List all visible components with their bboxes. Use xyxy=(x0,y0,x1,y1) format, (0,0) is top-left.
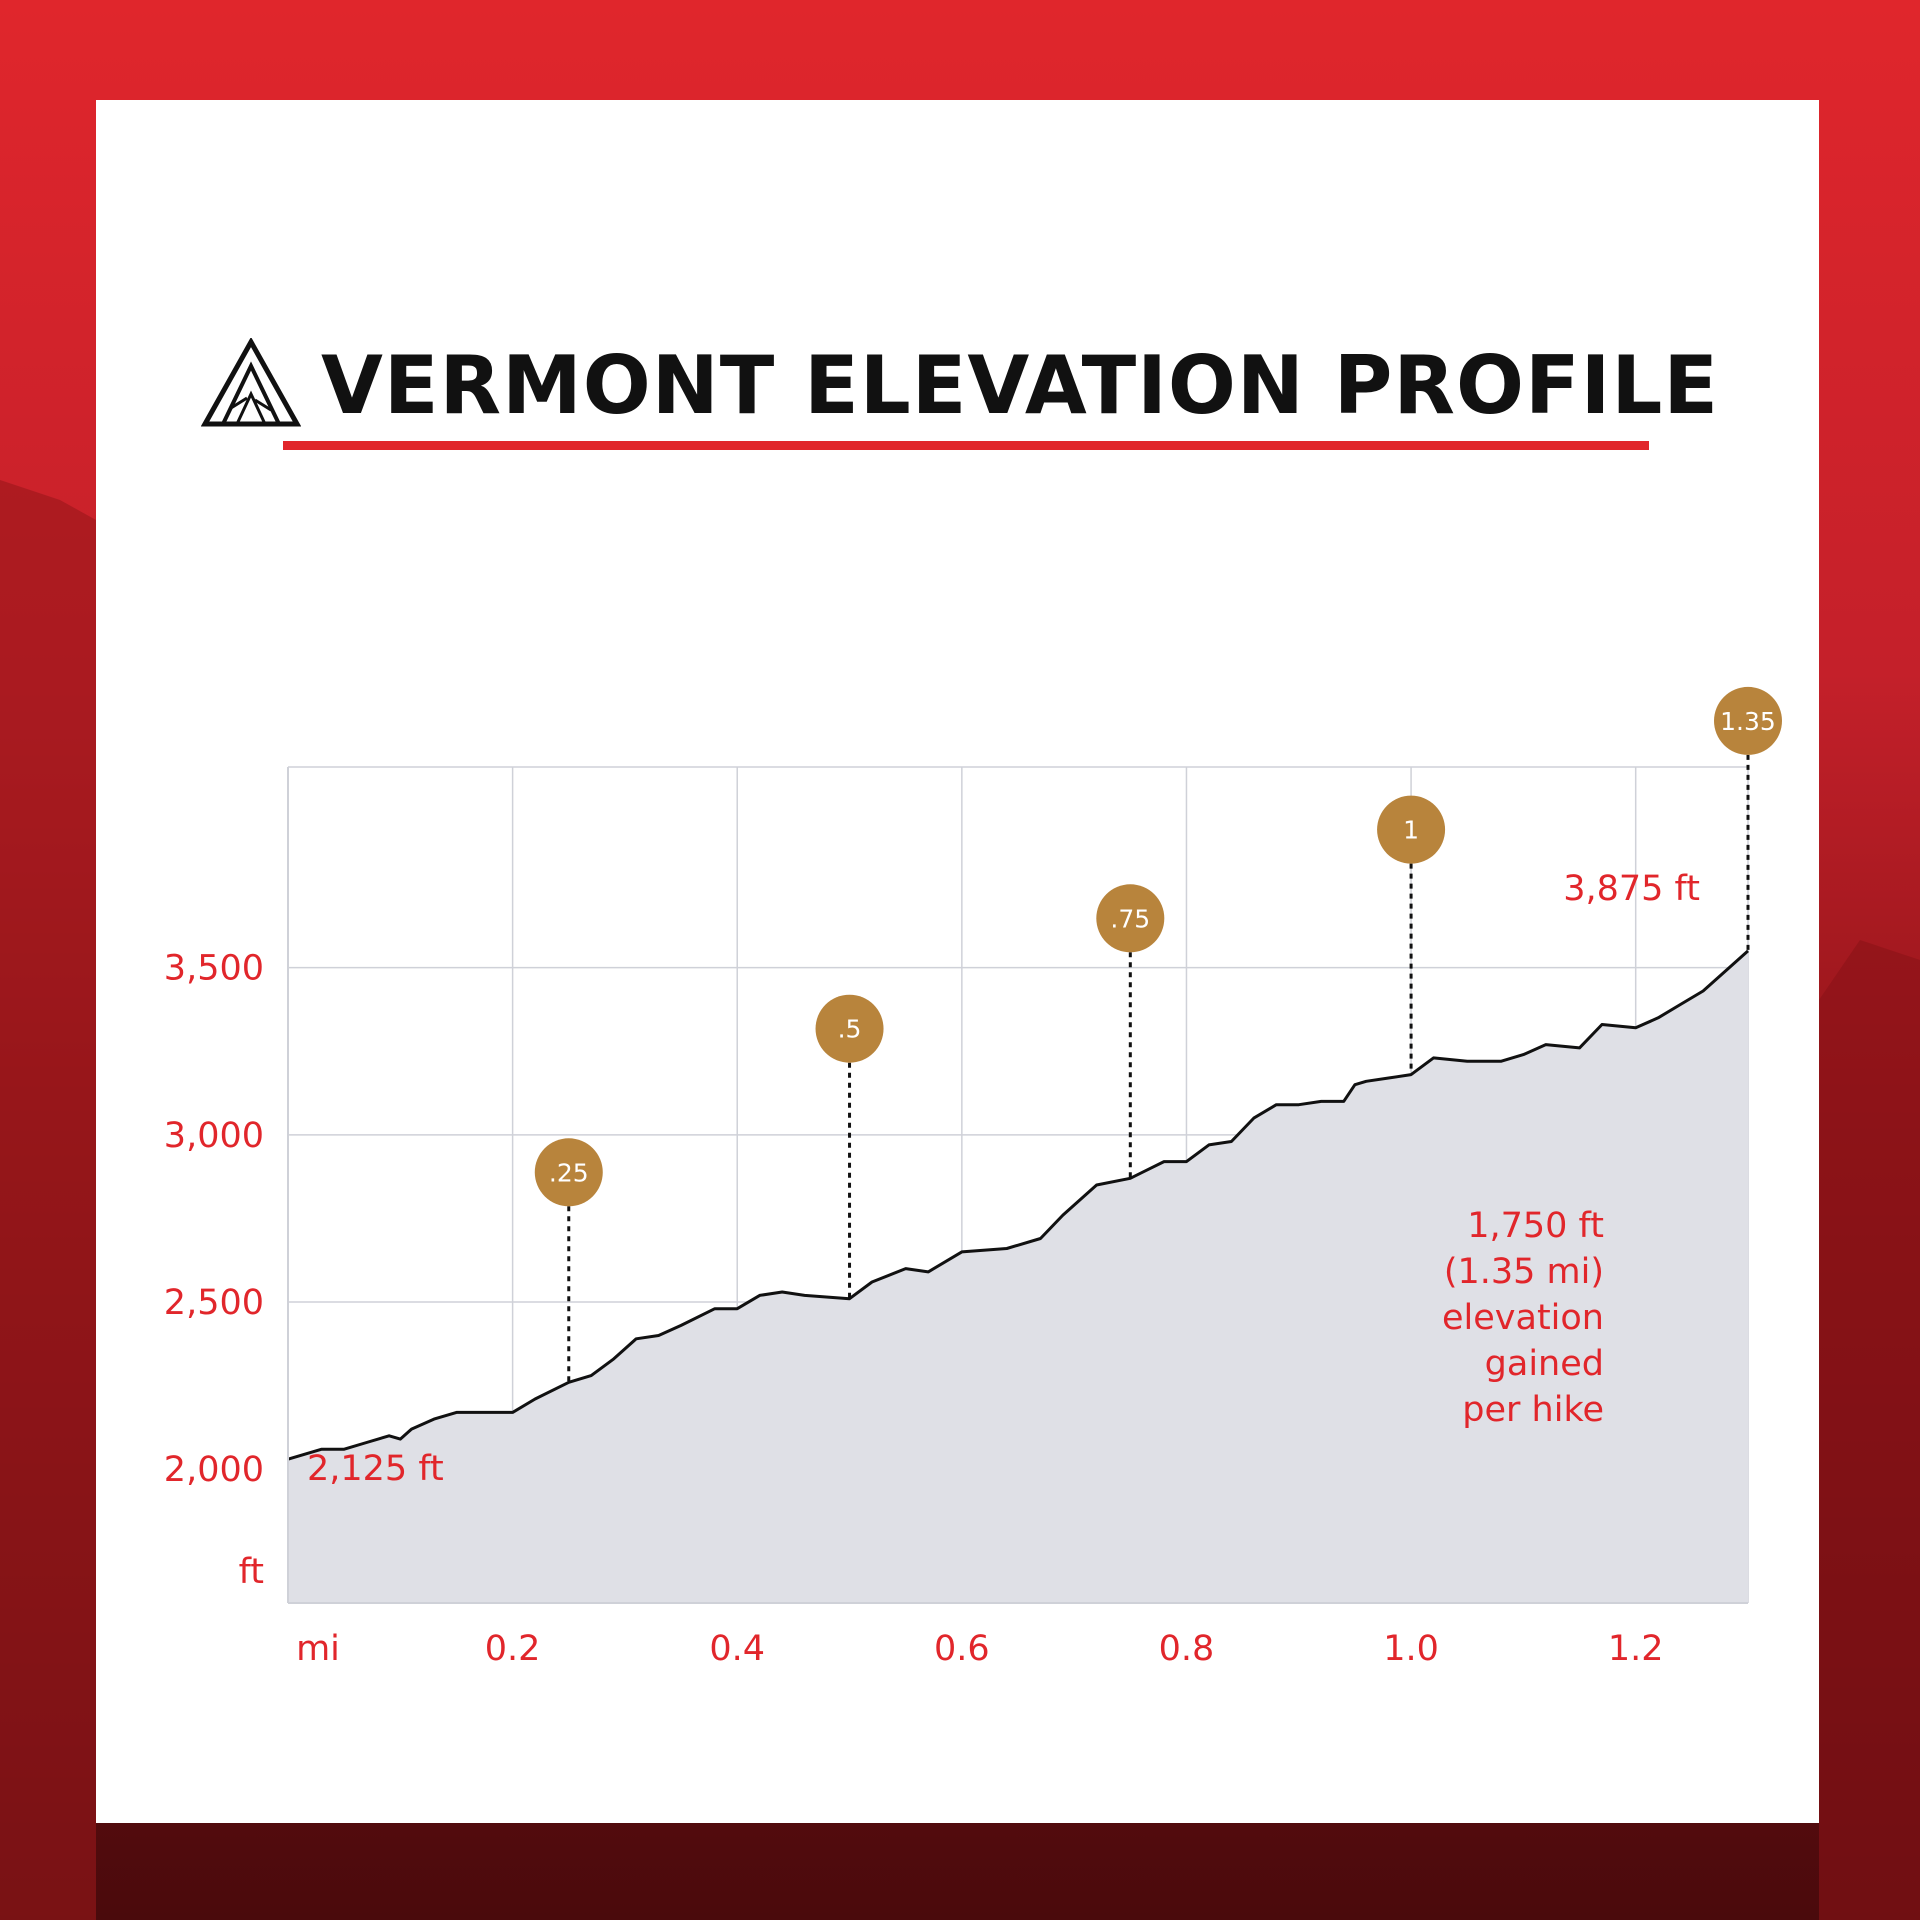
x-tick-label: mi xyxy=(296,1629,340,1669)
x-tick-label: 0.8 xyxy=(1159,1629,1215,1669)
mile-marker-badge xyxy=(815,994,884,1063)
mile-marker-badge xyxy=(1714,686,1782,755)
mile-marker-label: 1 xyxy=(1403,816,1419,845)
y-tick-label: ft xyxy=(239,1552,264,1592)
start-elevation-label: 2,125 ft xyxy=(307,1449,444,1489)
x-tick-label: 0.2 xyxy=(485,1629,541,1669)
x-tick-label: 0.4 xyxy=(709,1629,765,1669)
mile-marker-label: 1.35 xyxy=(1720,707,1776,736)
elevation-gain-line: elevation xyxy=(1442,1298,1604,1338)
mile-marker-badge xyxy=(534,1138,603,1207)
elevation-gain-line: 1,750 ft xyxy=(1467,1206,1604,1246)
title-underline xyxy=(283,441,1649,450)
mile-marker-badge xyxy=(1377,795,1446,864)
title-bar: VERMONT ELEVATION PROFILE xyxy=(0,320,1920,450)
elevation-gain-line: per hike xyxy=(1462,1390,1604,1430)
elevation-line xyxy=(287,949,1749,1461)
mile-markers: .25 .5 .75 1 1.35 xyxy=(534,686,1782,1383)
elevation-gain-line: gained xyxy=(1485,1344,1604,1384)
mile-marker-label: .5 xyxy=(838,1015,862,1044)
mountain-logo-icon xyxy=(200,336,302,433)
end-elevation-label: 3,875 ft xyxy=(1563,869,1700,909)
elevation-area xyxy=(288,950,1748,1603)
x-tick-label: 1.2 xyxy=(1608,1629,1664,1669)
y-tick-label: 3,000 xyxy=(164,1116,264,1156)
mile-marker-badge xyxy=(1096,884,1165,953)
page-title: VERMONT ELEVATION PROFILE xyxy=(320,338,1720,432)
y-tick-label: 2,500 xyxy=(164,1283,264,1323)
elevation-gain-note: 1,750 ft (1.35 mi) elevation gained per hike xyxy=(1442,1206,1604,1430)
y-tick-label: 3,500 xyxy=(164,949,264,989)
mile-marker-label: .75 xyxy=(1110,904,1150,933)
y-tick-label: 2,000 xyxy=(164,1450,264,1490)
y-tick-labels: ft 2,000 2,500 3,000 3,500 xyxy=(164,949,264,1592)
x-tick-label: 0.6 xyxy=(934,1629,990,1669)
x-tick-label: 1.0 xyxy=(1383,1629,1439,1669)
elevation-gain-line: (1.35 mi) xyxy=(1444,1252,1604,1292)
mile-marker-label: .25 xyxy=(549,1158,589,1187)
x-tick-labels: mi 0.2 0.4 0.6 0.8 1.0 1.2 xyxy=(296,1629,1663,1669)
